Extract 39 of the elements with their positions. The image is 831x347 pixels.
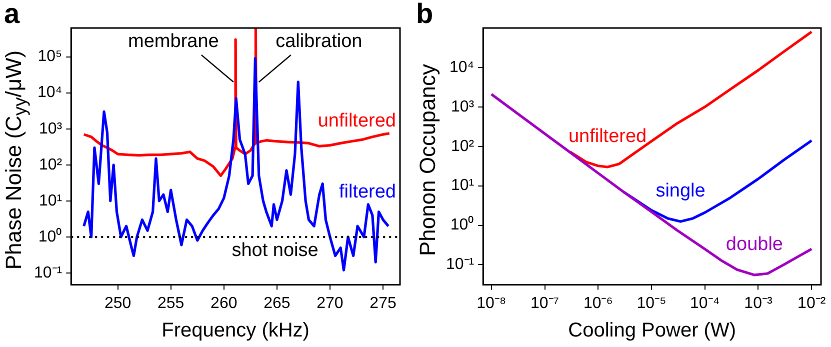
x-tick-label: 265	[264, 294, 290, 312]
x-axis-title: Cooling Power (W)	[568, 320, 736, 342]
series-label: unfiltered	[568, 126, 647, 148]
y-tick-label: 10¹	[451, 177, 474, 194]
y-tick-label: 10⁰	[450, 216, 474, 234]
annotation: membrane	[128, 31, 219, 52]
x-tick-label: 255	[157, 294, 184, 312]
y-tick-label: 10¹	[39, 192, 62, 210]
y-tick-label: 10⁴	[37, 84, 62, 102]
y-tick-label: 10²	[451, 138, 475, 155]
series-label: single	[656, 180, 706, 202]
x-tick-label: 10⁻⁷	[530, 294, 560, 312]
y-tick-label: 10⁴	[449, 58, 474, 76]
series-label: filtered	[338, 182, 396, 203]
series-label: double	[726, 234, 783, 256]
y-tick-label: 10³	[451, 98, 475, 116]
y-tick-label: 10²	[39, 156, 63, 174]
x-tick-label: 275	[370, 294, 396, 312]
series-label: unfiltered	[318, 110, 396, 132]
y-tick-label: 10⁻¹	[446, 256, 474, 274]
x-tick-label: 10⁻⁸	[476, 294, 506, 312]
y-axis-title: Phonon Occupancy	[415, 64, 441, 256]
x-tick-label: 270	[316, 294, 344, 312]
chart-title: a	[4, 0, 20, 29]
y-tick-label: 10⁰	[38, 227, 62, 246]
annotation: calibration	[276, 31, 362, 52]
x-tick-label: 10⁻⁴	[690, 294, 720, 312]
y-tick-label: 10³	[39, 120, 63, 138]
x-tick-label: 10⁻³	[744, 294, 773, 312]
chart-title: b	[416, 0, 434, 29]
x-tick-label: 260	[210, 294, 238, 312]
x-tick-label: 10⁻⁵	[636, 294, 666, 312]
y-tick-label: 10⁵	[38, 48, 62, 66]
x-tick-label: 10⁻²	[798, 294, 826, 312]
x-tick-label: 10⁻⁶	[583, 294, 613, 312]
x-tick-label: 250	[104, 294, 132, 312]
x-axis-title: Frequency (kHz)	[162, 320, 310, 342]
y-tick-label: 10⁻¹	[34, 264, 62, 282]
ref-line-label: shot noise	[232, 240, 318, 262]
